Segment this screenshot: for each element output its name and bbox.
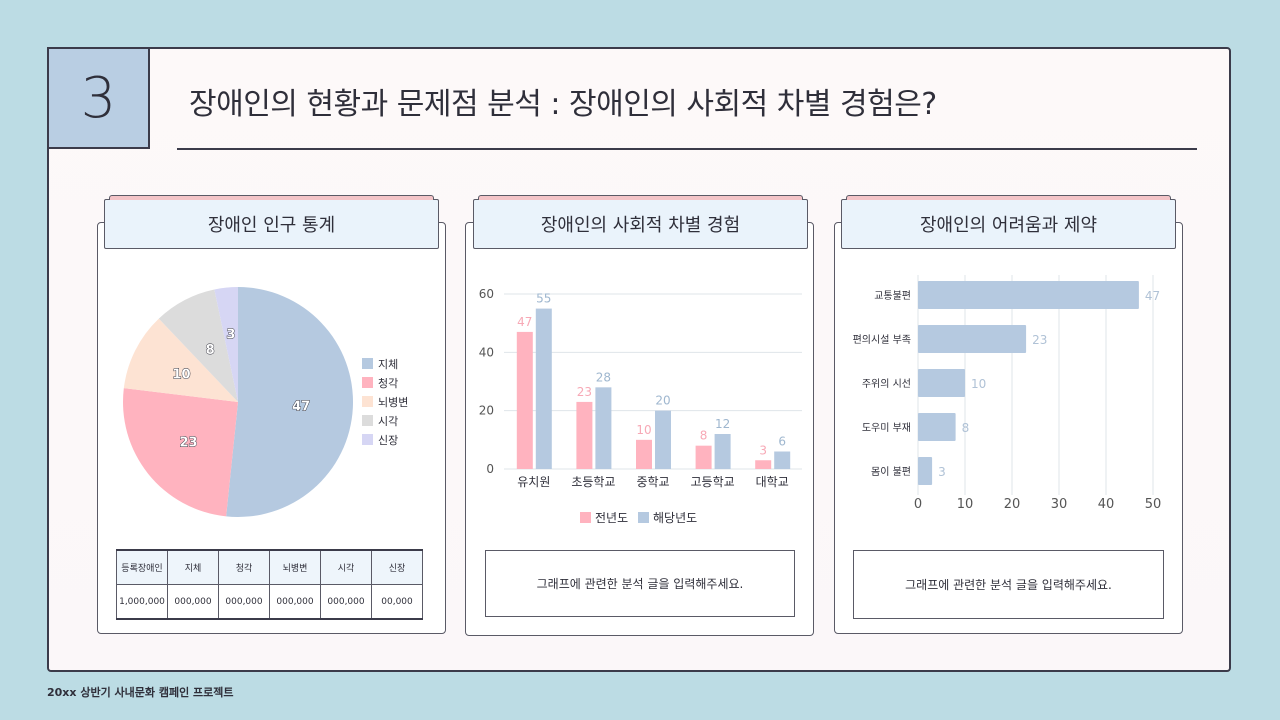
table-value-cell: 00,000 xyxy=(371,584,423,620)
slide-number: 3 xyxy=(47,47,150,149)
bar-data-label: 47 xyxy=(517,315,532,329)
hbar-card-title: 장애인의 어려움과 제약 xyxy=(841,195,1176,249)
bar-data-label: 3 xyxy=(759,443,767,457)
legend-swatch xyxy=(638,512,649,523)
table-value-cell: 000,000 xyxy=(269,584,321,620)
pie-slice xyxy=(226,287,354,517)
pie-data-label: 23 xyxy=(180,435,198,450)
table-header-cell: 신장 xyxy=(371,549,423,585)
bar xyxy=(918,413,956,441)
table-value-cell: 000,000 xyxy=(320,584,372,620)
bar xyxy=(774,451,791,469)
bar xyxy=(516,331,533,469)
x-tick-label: 20 xyxy=(1004,497,1021,512)
pie-data-label: 3 xyxy=(226,327,235,342)
bar xyxy=(918,457,933,485)
y-tick-label: 교통불편 xyxy=(874,290,911,302)
legend-swatch xyxy=(580,512,591,523)
bar-card-title: 장애인의 사회적 차별 경험 xyxy=(473,195,808,249)
y-tick-label: 주위의 시선 xyxy=(862,377,911,390)
table-value-cell: 000,000 xyxy=(167,584,219,620)
x-tick-label: 초등학교 xyxy=(571,475,615,489)
x-tick-label: 0 xyxy=(914,497,922,512)
x-tick-label: 10 xyxy=(957,497,974,512)
table-value-cell: 1,000,000 xyxy=(116,584,168,620)
x-tick-label: 40 xyxy=(1098,497,1115,512)
hbar-chart: 0 10 20 30 40 50 47 교통불편 23 편의시설 부족 10 주위의 시선 8 도우미 부… xyxy=(853,275,1162,512)
pie-data-label: 10 xyxy=(172,368,190,383)
stats-table: 등록장애인 지체 청각 뇌병변 시각 신장 1,000,000 000,000 000,000… xyxy=(116,549,423,620)
pie-slice xyxy=(158,289,238,402)
x-tick-label: 30 xyxy=(1051,497,1068,512)
legend-label: 신장 xyxy=(378,434,398,447)
legend-label: 청각 xyxy=(378,377,398,390)
bar xyxy=(655,410,671,469)
bar-data-label: 23 xyxy=(577,385,592,399)
legend-swatch xyxy=(362,377,373,388)
legend-swatch xyxy=(362,358,373,369)
bar-data-label: 47 xyxy=(1145,289,1160,303)
y-tick-label: 편의시설 부족 xyxy=(853,334,911,346)
y-tick-label: 도우미 부재 xyxy=(862,422,911,434)
bar xyxy=(714,434,731,469)
pie-slice xyxy=(122,388,238,517)
bar-data-label: 28 xyxy=(596,370,611,384)
pie-slice xyxy=(214,287,238,402)
pie-data-label: 8 xyxy=(206,343,215,358)
x-tick-label: 유치원 xyxy=(517,475,550,489)
x-tick-label: 50 xyxy=(1145,497,1162,512)
pie-slice xyxy=(123,318,238,402)
table-header-cell: 지체 xyxy=(167,549,219,585)
legend-label: 뇌병변 xyxy=(378,396,408,409)
bar-data-label: 3 xyxy=(938,465,946,479)
pie-data-label: 47 xyxy=(292,399,310,414)
slide-title: 장애인의 현황과 문제점 분석 : 장애인의 사회적 차별 경험은? xyxy=(189,87,937,122)
bar-data-label: 12 xyxy=(715,417,730,431)
y-tick-label: 60 xyxy=(479,287,494,301)
bar-chart: 0 20 40 60 47 55 유치원 23 28 초등학교 10 20 중학교 8 12 고등학교 36 대학… xyxy=(479,287,802,525)
x-tick-label: 중학교 xyxy=(636,475,669,489)
y-tick-label: 40 xyxy=(479,345,494,359)
bar xyxy=(918,325,1027,353)
pie-card-title: 장애인 인구 통계 xyxy=(104,195,439,249)
table-header-cell: 시각 xyxy=(320,549,372,585)
y-tick-label: 20 xyxy=(479,404,494,418)
legend-swatch xyxy=(362,396,373,407)
y-tick-label: 몸이 불편 xyxy=(871,466,911,478)
bar xyxy=(576,401,593,469)
bar xyxy=(595,387,612,469)
bar-data-label: 55 xyxy=(536,292,551,306)
bar xyxy=(636,439,652,469)
x-tick-label: 대학교 xyxy=(756,475,789,489)
table-value-cell: 000,000 xyxy=(218,584,270,620)
table-header-cell: 등록장애인 xyxy=(116,549,168,585)
bar xyxy=(535,308,552,469)
legend-label: 전년도 xyxy=(595,511,628,525)
bar-data-label: 23 xyxy=(1032,333,1047,347)
bar xyxy=(918,281,1139,309)
footer-text: 20xx 상반기 사내문화 캠페인 프로젝트 xyxy=(47,686,234,699)
legend-swatch xyxy=(362,434,373,445)
table-header-cell: 청각 xyxy=(218,549,270,585)
legend-label: 시각 xyxy=(378,415,398,428)
y-tick-label: 0 xyxy=(486,462,494,476)
title-divider xyxy=(177,148,1197,150)
hbar-analysis-note[interactable]: 그래프에 관련한 분석 글을 입력해주세요. xyxy=(853,550,1164,619)
bar xyxy=(918,369,965,397)
table-header-cell: 뇌병변 xyxy=(269,549,321,585)
bar-analysis-note[interactable]: 그래프에 관련한 분석 글을 입력해주세요. xyxy=(485,550,795,617)
bar-data-label: 10 xyxy=(971,377,986,391)
bar-data-label: 8 xyxy=(700,429,708,443)
legend-label: 지체 xyxy=(378,358,398,371)
x-tick-label: 고등학교 xyxy=(691,475,735,489)
bar-data-label: 20 xyxy=(655,394,670,408)
legend-swatch xyxy=(362,415,373,426)
bar xyxy=(695,445,712,469)
bar xyxy=(755,460,772,469)
bar-data-label: 10 xyxy=(636,423,651,437)
bar-data-label: 6 xyxy=(778,435,786,449)
legend-label: 해당년도 xyxy=(653,511,697,525)
bar-data-label: 8 xyxy=(962,421,970,435)
